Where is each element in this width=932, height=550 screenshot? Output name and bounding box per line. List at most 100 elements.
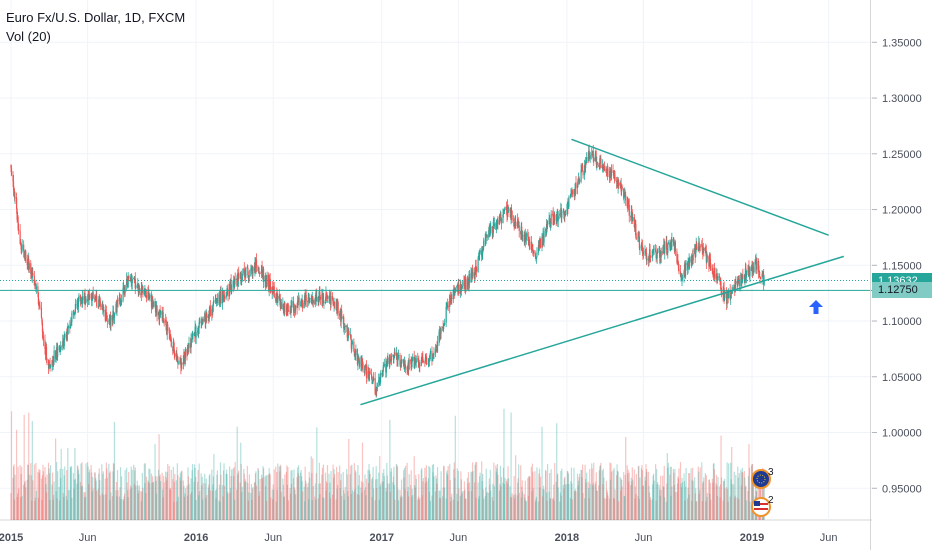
volume-bar: [102, 471, 104, 520]
volume-bar: [193, 481, 195, 520]
y-tick-label: 1.20000: [882, 205, 922, 217]
volume-bar: [44, 477, 47, 520]
candle-body: [156, 305, 158, 316]
candle-body: [371, 374, 373, 380]
candle-body: [271, 286, 273, 293]
volume-bar: [595, 472, 597, 520]
volume-bar: [497, 474, 499, 520]
candle-body: [730, 292, 732, 299]
volume-bar: [144, 483, 146, 520]
volume-bar: [145, 476, 148, 520]
candle-body: [479, 253, 481, 255]
candle-body: [432, 353, 435, 357]
volume-bar: [62, 468, 64, 520]
volume-bar: [265, 486, 267, 520]
volume-bar: [504, 477, 506, 520]
candle-body: [208, 311, 210, 319]
candle-body: [709, 258, 712, 266]
volume-bar: [159, 474, 161, 520]
candle-body: [335, 302, 337, 310]
candle-body: [38, 304, 40, 306]
volume-bar: [510, 497, 513, 520]
volume-bar: [545, 470, 547, 520]
volume-bar: [294, 494, 297, 520]
volume-bar: [634, 486, 636, 520]
volume-bar: [470, 491, 473, 520]
volume-bar: [418, 499, 420, 520]
volume-bar: [647, 471, 650, 520]
candle-body: [396, 353, 398, 361]
candle-body: [699, 246, 701, 251]
candle-body: [639, 247, 641, 249]
candle-body: [489, 227, 491, 235]
candle-body: [170, 335, 172, 339]
volume-bar: [478, 496, 480, 520]
volume-bar: [603, 477, 605, 520]
volume-bar: [128, 471, 130, 520]
volume-bar: [538, 473, 540, 520]
event-count: 3: [768, 467, 774, 478]
volume-bar: [378, 472, 380, 520]
volume-bar: [136, 480, 138, 520]
volume-bar: [387, 483, 389, 520]
volume-bar: [529, 476, 531, 520]
volume-bar: [255, 471, 257, 520]
volume-bar: [507, 466, 509, 520]
volume-bar: [70, 466, 72, 520]
candle-body: [414, 359, 416, 363]
candle-body: [417, 359, 419, 363]
candle-body: [425, 356, 427, 364]
candle-body: [444, 322, 446, 325]
volume-bar: [509, 486, 511, 520]
volume-bar: [483, 498, 485, 520]
volume-bar: [275, 501, 277, 520]
candle-body: [55, 350, 57, 359]
candle-body: [95, 297, 97, 300]
volume-bar: [376, 487, 378, 520]
volume-bar: [473, 482, 476, 520]
candle-body: [479, 250, 481, 254]
candle-body: [401, 359, 403, 361]
volume-bar: [219, 501, 221, 520]
candle-body: [209, 306, 211, 316]
candle-body: [439, 331, 441, 340]
candle-body: [418, 362, 420, 366]
candle-body: [333, 301, 335, 306]
volume-bar: [179, 477, 181, 520]
candle-body: [539, 238, 542, 248]
volume-bar: [418, 473, 420, 520]
candle-body: [322, 293, 325, 303]
volume-bar: [74, 479, 77, 520]
candle-body: [273, 286, 275, 298]
volume-bar: [105, 462, 107, 520]
volume-bar: [173, 481, 175, 520]
volume-bar: [667, 462, 669, 520]
y-tick-label: 1.15000: [882, 260, 922, 272]
candle-body: [198, 327, 200, 334]
candle-body: [37, 286, 39, 293]
candle-body: [490, 226, 492, 228]
price-axis[interactable]: [870, 0, 932, 550]
candle-body: [60, 346, 62, 348]
volume-bar: [190, 491, 193, 520]
volume-bar: [157, 469, 160, 520]
candle-body: [346, 325, 348, 338]
candle-body: [724, 293, 726, 294]
candle-body: [687, 263, 689, 270]
volume-bar: [691, 500, 693, 520]
volume-bar: [379, 486, 381, 520]
volume-bar: [712, 463, 715, 520]
volume-bar: [720, 435, 722, 520]
volume-bar: [67, 448, 69, 520]
volume-bar: [269, 473, 271, 520]
volume-bar: [400, 495, 402, 520]
volume-bar: [703, 477, 705, 520]
y-tick-label: 1.05000: [882, 372, 922, 384]
volume-bar: [706, 496, 708, 520]
volume-bar: [662, 486, 664, 520]
volume-bar: [648, 485, 650, 520]
candle-body: [577, 179, 579, 185]
candle-body: [78, 295, 80, 299]
volume-bar: [57, 471, 59, 520]
